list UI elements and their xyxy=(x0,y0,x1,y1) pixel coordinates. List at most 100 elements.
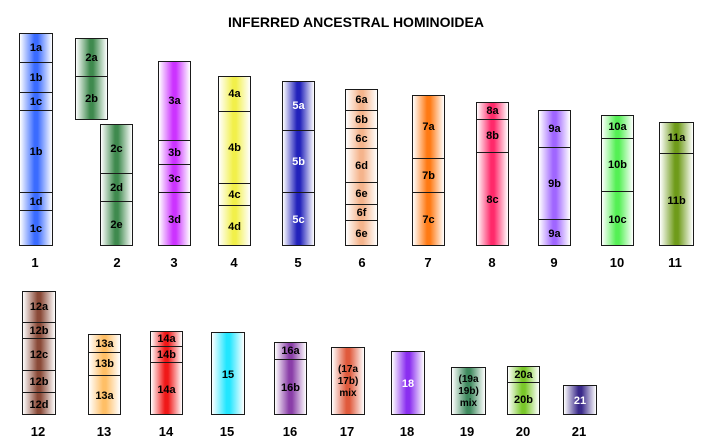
chromosome-10: 10a 10b 10c xyxy=(601,115,634,246)
chromosome-band: 5a xyxy=(292,100,305,112)
chromosome-19: (19a 19b) mix xyxy=(451,367,486,415)
chromosome-number: 8 xyxy=(488,255,496,270)
chromosome-15: 15 xyxy=(211,332,245,415)
chromosome-band: 10b xyxy=(602,138,633,191)
chromosome-band: 3d xyxy=(159,192,190,245)
chromosome-number: 7 xyxy=(424,255,432,270)
chromosome-band: 3c xyxy=(159,164,190,192)
chromosome-band: 1c xyxy=(20,92,52,110)
chromosome-11: 11a 11b xyxy=(659,122,694,246)
chromosome-number: 16 xyxy=(282,424,298,439)
chromosome-band: 3a xyxy=(168,95,181,107)
chromosome-band: (19a 19b) mix xyxy=(458,374,479,409)
chromosome-band: 20b xyxy=(508,382,539,414)
chromosome-band: 6a xyxy=(355,94,368,106)
chromosome-9: 9a 9b 9a xyxy=(538,110,571,246)
chromosome-2: 2c 2d 2e xyxy=(100,124,133,246)
chromosome-band: 7a xyxy=(422,121,435,133)
chromosome-band: 7b xyxy=(413,158,444,192)
chromosome-number: 1 xyxy=(31,255,39,270)
chromosome-band: 15 xyxy=(221,368,235,381)
chromosome-band: 6d xyxy=(346,148,377,182)
chromosome-band: 2e xyxy=(101,201,132,245)
chromosome-band: 6e xyxy=(346,182,377,204)
chromosome-band: 1b xyxy=(20,62,52,92)
chromosome-band: 2d xyxy=(101,173,132,201)
chromosome-number: 15 xyxy=(219,424,235,439)
chromosome-number: 19 xyxy=(459,424,475,439)
chromosome-7: 7a 7b 7c xyxy=(412,95,445,246)
chromosome-number: 18 xyxy=(399,424,415,439)
chromosome-band: 4c xyxy=(219,183,250,205)
chromosome-12: 12a 12b 12c 12b 12d xyxy=(22,291,56,415)
chromosome-band: 1c xyxy=(20,210,52,245)
chromosome-16: 16a 16b xyxy=(274,342,307,415)
chromosome-5: 5a 5b 5c xyxy=(282,81,315,246)
chromosome-band: 4d xyxy=(219,205,250,245)
chromosome-21: 21 xyxy=(563,385,597,415)
chromosome-band: 5c xyxy=(283,192,314,245)
chromosome-band: 13a xyxy=(95,337,114,350)
chromosome-20: 20a 20b xyxy=(507,366,540,415)
chromosome-band: 16b xyxy=(275,359,306,414)
chromosome-band: 6f xyxy=(346,204,377,220)
chromosome-band: 20a xyxy=(514,368,533,381)
chromosome-band: 1b xyxy=(20,110,52,192)
chromosome-band: 4a xyxy=(228,88,241,100)
chromosome-band: 6c xyxy=(346,128,377,148)
chromosome-band: 14b xyxy=(151,346,182,362)
chromosome-band: 18 xyxy=(401,378,415,390)
chromosome-band: 16a xyxy=(281,345,300,357)
chromosome-band: 10a xyxy=(608,121,627,133)
chromosome-6: 6a 6b 6c 6d 6e 6f 6e xyxy=(345,89,378,246)
chromosome-3: 3a 3b 3c 3d xyxy=(158,61,191,246)
chromosome-number: 9 xyxy=(550,255,558,270)
chromosome-band: 6b xyxy=(346,110,377,128)
chromosome-number: 4 xyxy=(230,255,238,270)
chromosome-band: 8c xyxy=(477,152,508,245)
chromosome-18: 18 xyxy=(391,351,425,415)
chromosome-band: 8a xyxy=(486,105,499,117)
chromosome-band: 1a xyxy=(29,42,43,54)
chromosome-band: 2c xyxy=(110,143,123,155)
chromosome-band: 14a xyxy=(151,362,182,414)
chromosome-number: 12 xyxy=(30,424,46,439)
chromosome-band: 6e xyxy=(346,220,377,245)
chromosome-band: 12a xyxy=(29,301,49,313)
chromosome-17: (17a 17b) mix xyxy=(331,347,365,415)
chromosome-2: 2a 2b xyxy=(75,38,108,120)
chromosome-band: 11b xyxy=(660,153,693,245)
chromosome-band: 2a xyxy=(85,51,98,64)
chromosome-number: 11 xyxy=(668,255,682,270)
chromosome-band: (17a 17b) mix xyxy=(337,364,359,399)
chromosome-band: 5b xyxy=(283,130,314,192)
chromosome-band: 12c xyxy=(23,338,55,370)
chromosome-band: 12d xyxy=(23,392,55,414)
chromosome-number: 5 xyxy=(294,255,302,270)
chromosome-band: 1d xyxy=(20,192,52,210)
chromosome-band: 10c xyxy=(602,191,633,245)
chromosome-number: 13 xyxy=(96,424,112,439)
chromosome-number: 3 xyxy=(170,255,178,270)
chromosome-number: 21 xyxy=(571,424,587,439)
chromosome-band: 21 xyxy=(573,395,587,407)
chromosome-band: 12b xyxy=(23,370,55,392)
chromosome-band: 9a xyxy=(548,123,561,135)
chromosome-1: 1a 1b 1c 1b 1d 1c xyxy=(19,33,53,246)
chromosome-4: 4a 4b 4c 4d xyxy=(218,76,251,246)
chromosome-band: 9a xyxy=(539,219,570,245)
chromosome-band: 3b xyxy=(159,140,190,164)
chromosome-band: 8b xyxy=(477,119,508,152)
chromosome-band: 13a xyxy=(89,375,120,414)
chromosome-13: 13a 13b 13a xyxy=(88,334,121,415)
chromosome-number: 20 xyxy=(515,424,531,439)
chromosome-band: 12b xyxy=(23,322,55,338)
chromosome-number: 6 xyxy=(358,255,366,270)
chromosome-band: 9b xyxy=(539,147,570,219)
chromosome-8: 8a 8b 8c xyxy=(476,102,509,246)
chromosome-band: 4b xyxy=(219,111,250,183)
diagram-title: INFERRED ANCESTRAL HOMINOIDEA xyxy=(228,14,484,30)
chromosome-number: 14 xyxy=(158,424,174,439)
chromosome-band: 2b xyxy=(76,76,107,119)
